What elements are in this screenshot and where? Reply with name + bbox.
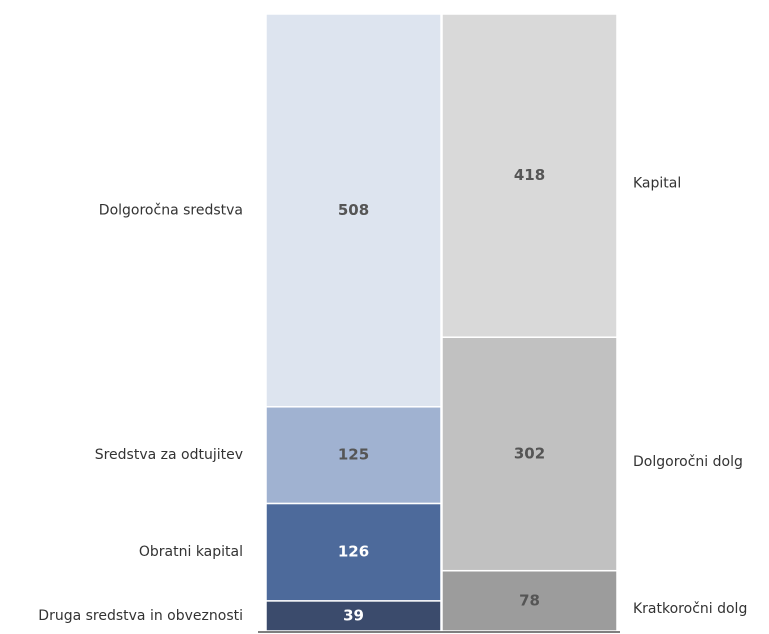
value-label: 78 bbox=[519, 591, 540, 609]
value-label: 418 bbox=[514, 166, 545, 184]
segment bbox=[441, 336, 618, 572]
segment bbox=[265, 502, 442, 602]
value-label: 126 bbox=[338, 543, 369, 561]
segment bbox=[265, 600, 442, 632]
segment-label: Druga sredstva in obveznosti bbox=[38, 608, 243, 624]
segment-label: Kapital bbox=[633, 176, 681, 192]
segment bbox=[265, 13, 442, 408]
value-label: 302 bbox=[514, 444, 545, 462]
segment-label: Sredstva za odtujitev bbox=[95, 447, 243, 463]
segment-label: Obratni kapital bbox=[139, 544, 243, 560]
segment bbox=[441, 13, 618, 338]
segment-label: Dolgoročna sredstva bbox=[99, 202, 243, 218]
value-label: 125 bbox=[338, 446, 369, 464]
value-label: 508 bbox=[338, 201, 369, 219]
value-label: 39 bbox=[343, 606, 364, 624]
segment bbox=[441, 569, 618, 632]
segment-label: Dolgoročni dolg bbox=[633, 454, 743, 470]
segment-label: Kratkoročni dolg bbox=[633, 601, 747, 617]
